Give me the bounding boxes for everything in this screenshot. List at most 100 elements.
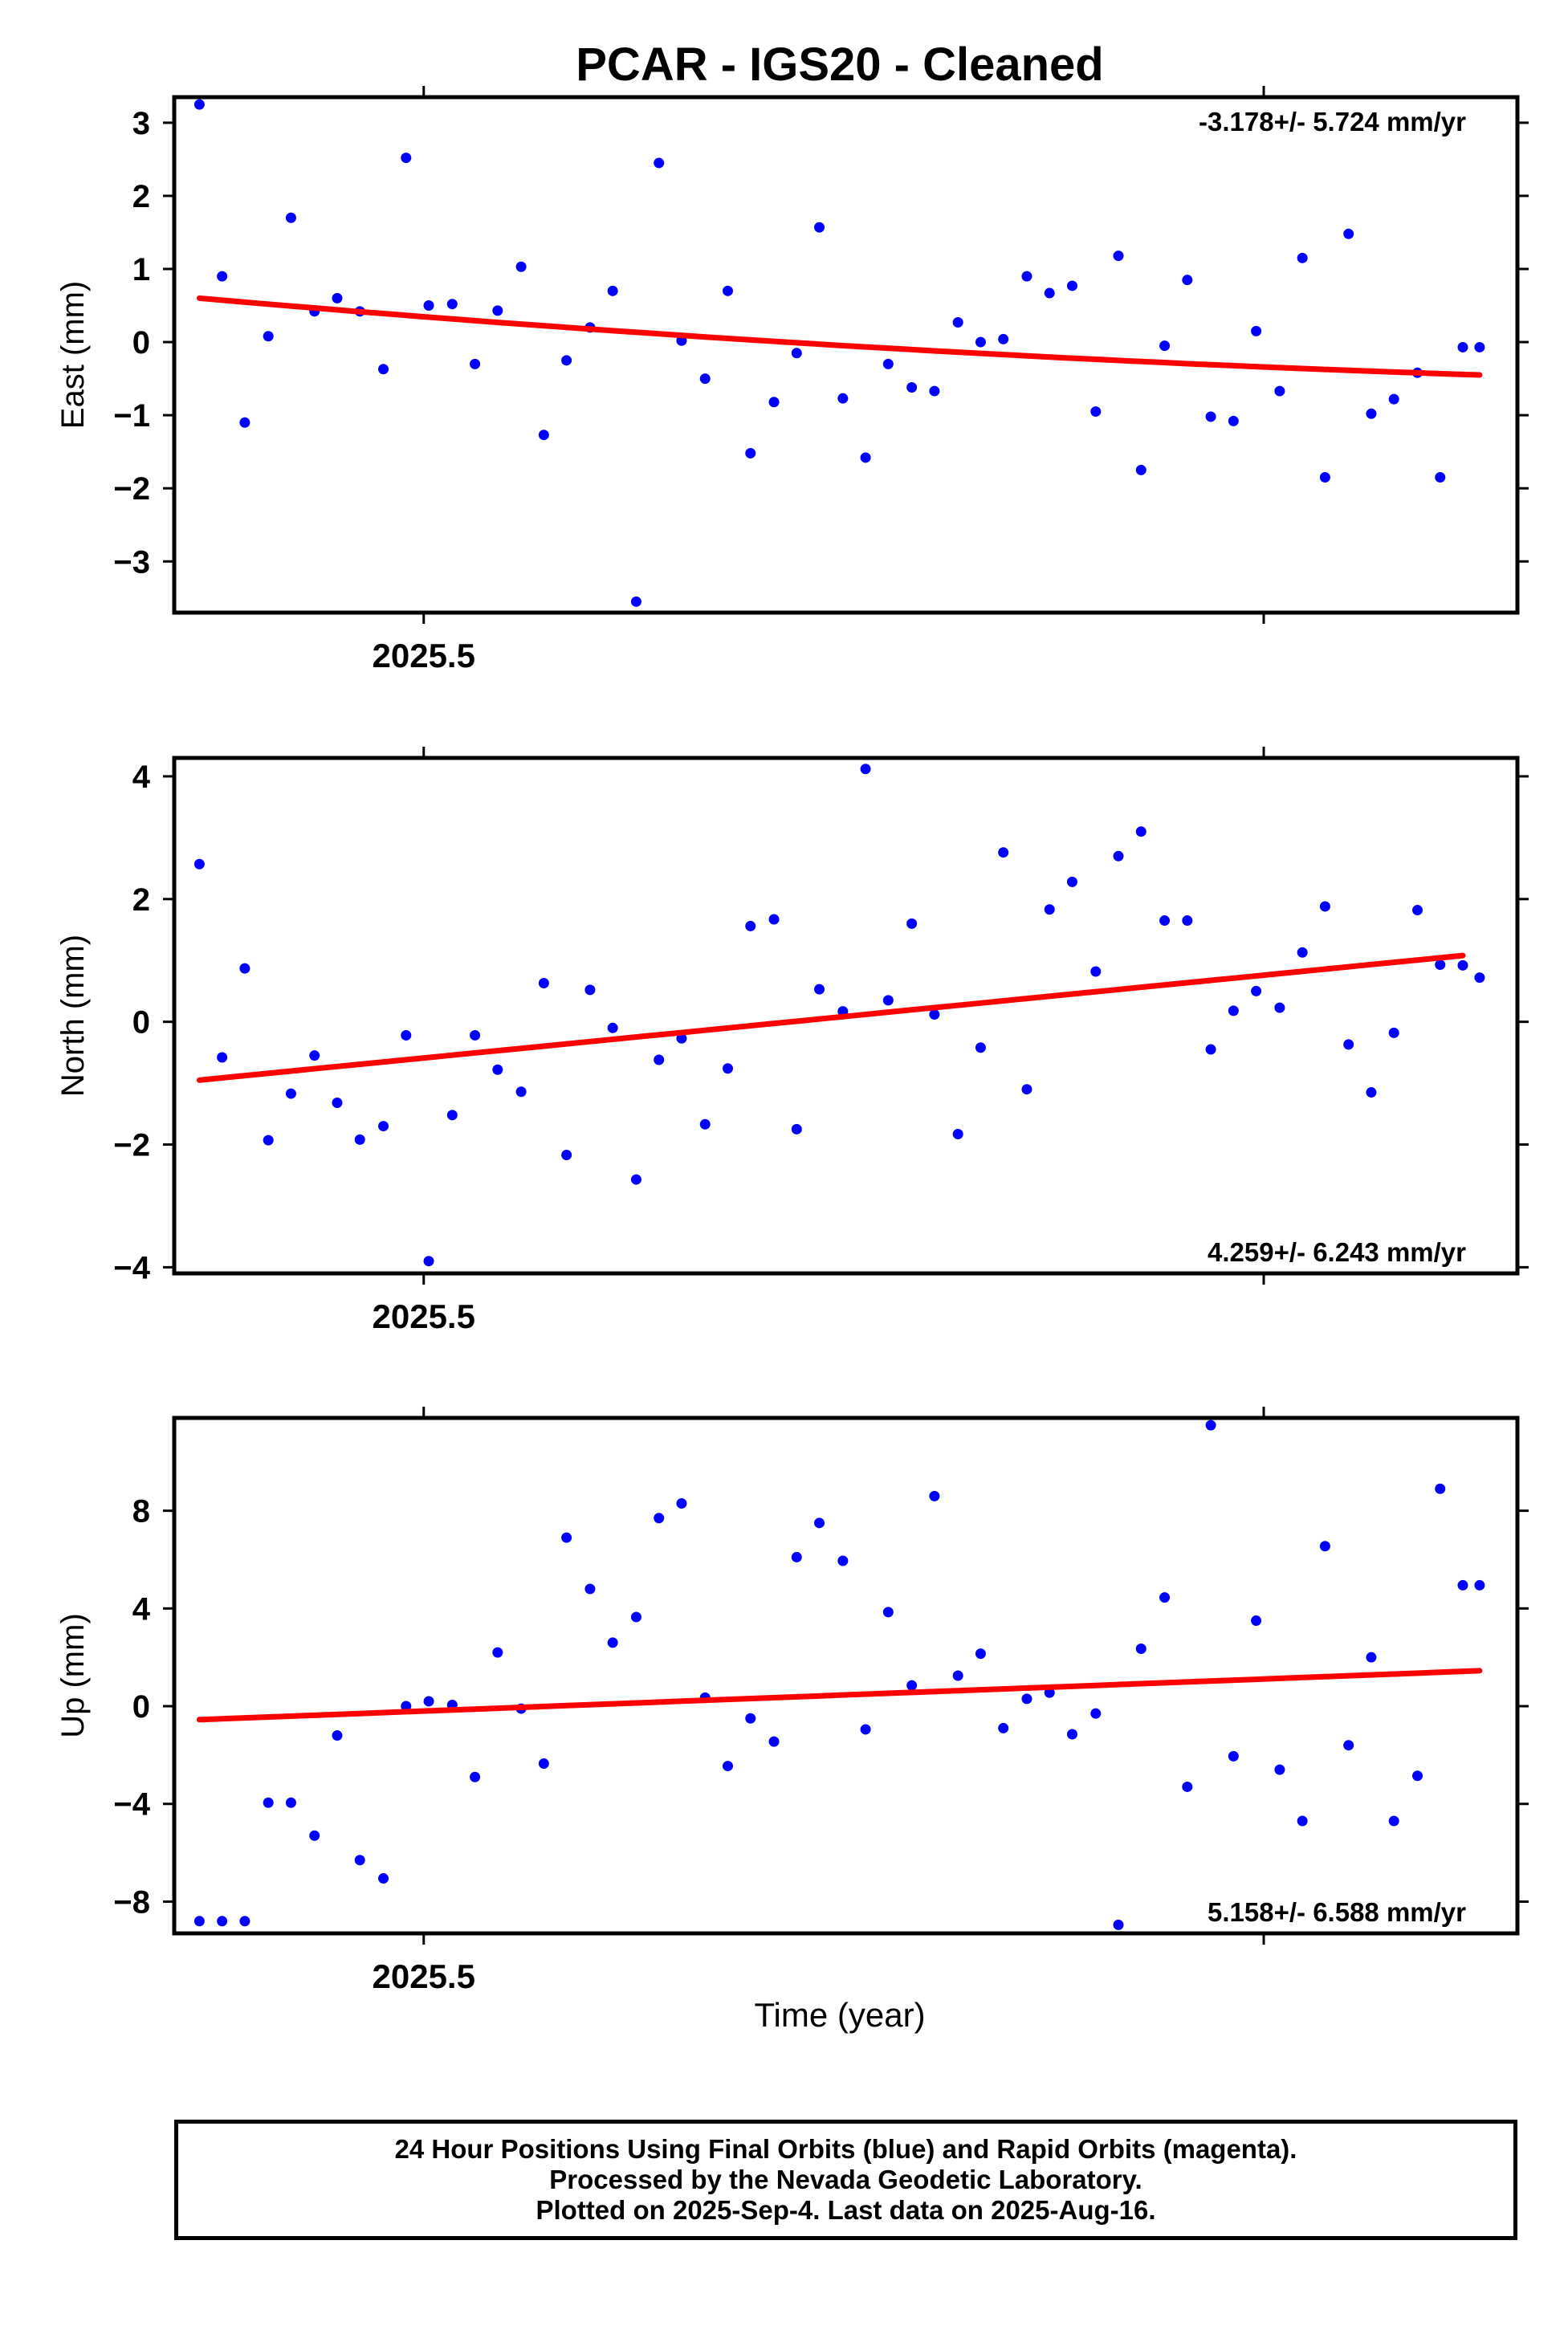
east-data-point bbox=[1457, 341, 1468, 352]
up-data-point bbox=[1411, 1770, 1423, 1782]
up-data-point bbox=[1435, 1483, 1446, 1494]
up-data-point bbox=[423, 1696, 434, 1707]
up-data-point bbox=[1474, 1579, 1485, 1591]
up-data-point bbox=[1274, 1764, 1285, 1775]
up-y-axis-label: Up (mm) bbox=[55, 1613, 91, 1738]
north-data-point bbox=[492, 1064, 503, 1075]
north-ytick-label: 4 bbox=[132, 760, 151, 795]
north-rate-label: 4.259+/- 6.243 mm/yr bbox=[1208, 1237, 1466, 1267]
up-data-point bbox=[1182, 1781, 1193, 1792]
north-data-point bbox=[217, 1052, 228, 1063]
east-data-point bbox=[1182, 275, 1193, 286]
footer-line-1: 24 Hour Positions Using Final Orbits (bl… bbox=[394, 2134, 1297, 2164]
north-frame bbox=[172, 756, 1520, 1276]
up-data-point bbox=[654, 1513, 665, 1524]
east-data-point bbox=[1044, 287, 1055, 299]
north-data-point bbox=[1135, 826, 1146, 837]
north-data-point bbox=[538, 977, 549, 988]
up-data-point bbox=[492, 1647, 503, 1658]
east-ytick-label: −2 bbox=[113, 471, 150, 507]
up-ytick-label: −8 bbox=[113, 1884, 150, 1920]
north-data-point bbox=[860, 764, 871, 775]
east-data-point bbox=[1319, 472, 1330, 483]
north-ytick-label: 2 bbox=[132, 882, 150, 918]
north-data-point bbox=[193, 858, 205, 870]
east-data-point bbox=[929, 385, 940, 397]
up-data-point bbox=[332, 1730, 343, 1741]
x-axis-label: Time (year) bbox=[754, 1996, 925, 2034]
east-data-point bbox=[423, 300, 434, 312]
east-data-point bbox=[1205, 411, 1216, 422]
east-data-point bbox=[952, 316, 963, 328]
east-data-point bbox=[193, 99, 205, 110]
east-data-point bbox=[446, 299, 458, 310]
north-data-point bbox=[515, 1086, 527, 1098]
north-data-point bbox=[975, 1042, 986, 1053]
north-data-point bbox=[1388, 1027, 1399, 1038]
east-data-point bbox=[882, 358, 894, 369]
east-data-point bbox=[1021, 271, 1032, 282]
north-data-point bbox=[1435, 959, 1446, 971]
up-data-point bbox=[1159, 1592, 1171, 1603]
north-data-point bbox=[676, 1033, 687, 1044]
north-data-point bbox=[768, 914, 780, 925]
east-data-point bbox=[1066, 280, 1077, 291]
footer-note: 24 Hour Positions Using Final Orbits (bl… bbox=[174, 2120, 1517, 2240]
up-data-point bbox=[1457, 1579, 1468, 1591]
east-data-point bbox=[239, 417, 250, 428]
east-data-point bbox=[515, 261, 527, 272]
up-data-point bbox=[309, 1830, 320, 1841]
north-data-point bbox=[1044, 904, 1055, 915]
up-data-point bbox=[630, 1611, 641, 1623]
east-data-point bbox=[906, 382, 918, 393]
up-data-point bbox=[470, 1771, 481, 1782]
east-data-point bbox=[860, 452, 871, 463]
north-ytick-label: 0 bbox=[132, 1005, 150, 1041]
east-data-point bbox=[1343, 228, 1354, 239]
chart-title: PCAR - IGS20 - Cleaned bbox=[576, 39, 1103, 91]
east-data-point bbox=[561, 355, 572, 366]
east-data-point bbox=[998, 333, 1009, 344]
east-data-point bbox=[470, 358, 481, 369]
east-ytick-label: 0 bbox=[132, 325, 150, 360]
north-data-point bbox=[699, 1118, 711, 1130]
east-data-point bbox=[1135, 464, 1146, 475]
up-data-point bbox=[193, 1916, 205, 1927]
north-data-point bbox=[1366, 1087, 1377, 1098]
east-data-point bbox=[401, 153, 412, 164]
north-data-point bbox=[630, 1174, 641, 1185]
east-ytick-label: −1 bbox=[113, 398, 150, 434]
north-data-point bbox=[1251, 985, 1262, 996]
up-data-point bbox=[1343, 1740, 1354, 1751]
east-data-point bbox=[217, 271, 228, 282]
north-data-point bbox=[882, 995, 894, 1006]
up-data-point bbox=[882, 1607, 894, 1618]
east-trend-line bbox=[196, 295, 1483, 378]
east-frame bbox=[172, 95, 1520, 615]
north-data-point bbox=[1205, 1044, 1216, 1055]
north-data-point bbox=[1343, 1039, 1354, 1050]
east-data-point bbox=[1388, 393, 1399, 405]
up-data-point bbox=[768, 1736, 780, 1747]
north-data-point bbox=[1021, 1084, 1032, 1095]
north-data-point bbox=[1113, 850, 1124, 862]
up-ytick-label: 8 bbox=[132, 1494, 150, 1530]
up-data-point bbox=[1366, 1652, 1377, 1663]
up-data-point bbox=[1135, 1644, 1146, 1655]
east-data-point bbox=[1366, 408, 1377, 419]
footer-line-3: Plotted on 2025-Sep-4. Last data on 2025… bbox=[536, 2195, 1156, 2225]
north-data-point bbox=[1474, 972, 1485, 984]
north-data-point bbox=[584, 984, 596, 996]
up-data-point bbox=[1090, 1708, 1102, 1719]
north-data-point bbox=[470, 1029, 481, 1041]
east-data-point bbox=[285, 212, 296, 223]
up-data-point bbox=[745, 1713, 756, 1724]
up-data-point bbox=[263, 1797, 274, 1808]
east-ytick-label: 3 bbox=[132, 106, 150, 141]
north-data-point bbox=[906, 918, 918, 929]
east-y-axis-label: East (mm) bbox=[55, 281, 91, 429]
north-ytick-label: −2 bbox=[113, 1128, 150, 1163]
up-data-point bbox=[975, 1648, 986, 1660]
east-data-point bbox=[1297, 252, 1308, 263]
north-data-point bbox=[1090, 966, 1102, 977]
